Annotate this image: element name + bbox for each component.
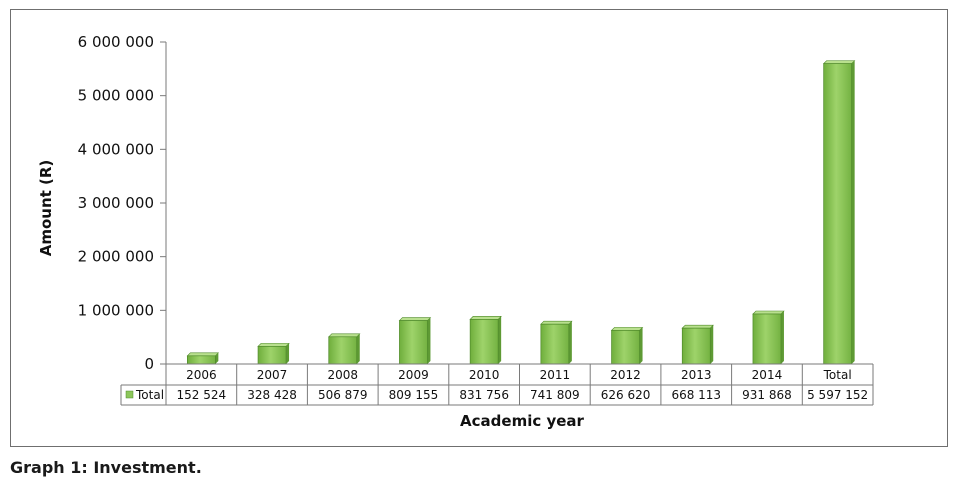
table-cell-value: 809 155 bbox=[389, 388, 439, 402]
table-cell-value: 506 879 bbox=[318, 388, 368, 402]
x-tick-label: 2011 bbox=[540, 368, 571, 382]
bar-2007 bbox=[257, 346, 287, 365]
table-cell-value: 741 809 bbox=[530, 388, 580, 402]
y-axis: 0 1 000 000 2 000 000 3 000 000 4 000 000 5 0… bbox=[78, 33, 167, 373]
bar-top-2014 bbox=[752, 310, 785, 315]
x-tick-label: Total bbox=[823, 368, 852, 382]
table-cell-value: 5 597 152 bbox=[807, 388, 868, 402]
table-cell-value: 152 524 bbox=[177, 388, 227, 402]
bar-2009 bbox=[399, 320, 428, 365]
bar-2012 bbox=[611, 330, 640, 365]
bar-top-2012 bbox=[610, 327, 644, 331]
bar-side-2008 bbox=[356, 333, 360, 364]
x-tick-label: 2012 bbox=[610, 368, 641, 382]
bar-side-2009 bbox=[427, 317, 431, 364]
bar-side-2014 bbox=[780, 310, 784, 364]
bar-2011 bbox=[540, 323, 570, 365]
bar-top-2006 bbox=[186, 352, 220, 357]
bar-chart: 0 1 000 000 2 000 000 3 000 000 4 000 000 5 0… bbox=[37, 33, 874, 430]
bar-side-2006 bbox=[215, 352, 219, 364]
legend-key bbox=[125, 390, 134, 399]
y-tick-label: 2 000 000 bbox=[78, 248, 154, 266]
bar-Total bbox=[823, 63, 853, 365]
table-cell-value: 831 756 bbox=[459, 388, 509, 402]
x-tick-label: 2008 bbox=[327, 368, 358, 382]
bar-top-2007 bbox=[257, 343, 290, 347]
y-tick-label: 6 000 000 bbox=[78, 33, 154, 51]
bar-2013 bbox=[681, 327, 711, 365]
bar-side-2013 bbox=[710, 325, 714, 364]
x-tick-label: 2013 bbox=[681, 368, 712, 382]
bar-side-2010 bbox=[498, 316, 502, 364]
bar-2008 bbox=[328, 336, 358, 365]
bar-2014 bbox=[752, 313, 782, 365]
data-table: 2006 2007 2008 2009 2010 2011 2012 2013 2014 Tota… bbox=[120, 363, 874, 406]
y-tick-label: 5 000 000 bbox=[78, 87, 154, 105]
bar-side-Total bbox=[851, 60, 855, 365]
bars bbox=[186, 60, 856, 365]
x-tick-label: 2010 bbox=[469, 368, 500, 382]
y-tick-label: 4 000 000 bbox=[78, 140, 154, 158]
x-tick-label: 2014 bbox=[752, 368, 783, 382]
x-axis-title: Academic year bbox=[460, 412, 584, 430]
y-tick-label: 0 bbox=[144, 355, 154, 373]
bar-side-2012 bbox=[639, 327, 643, 364]
table-cell-value: 328 428 bbox=[247, 388, 297, 402]
bar-top-2011 bbox=[540, 320, 573, 325]
bar-2006 bbox=[187, 355, 216, 365]
figure-caption: Graph 1: Investment. bbox=[10, 458, 202, 477]
figure-frame: 0 1 000 000 2 000 000 3 000 000 4 000 000 5 0… bbox=[10, 9, 948, 447]
bar-top-2010 bbox=[469, 316, 502, 320]
table-cell-value: 626 620 bbox=[601, 388, 651, 402]
table-row-label: Total bbox=[135, 388, 164, 402]
table-cell-value: 668 113 bbox=[671, 388, 721, 402]
bar-side-2007 bbox=[286, 343, 290, 364]
x-tick-label: 2006 bbox=[186, 368, 217, 382]
x-tick-label: 2009 bbox=[398, 368, 429, 382]
x-tick-label: 2007 bbox=[257, 368, 288, 382]
y-axis-title: Amount (R) bbox=[37, 160, 55, 257]
bar-top-Total bbox=[822, 60, 856, 64]
bar-top-2009 bbox=[398, 317, 432, 321]
y-tick-label: 1 000 000 bbox=[78, 301, 154, 319]
bar-2010 bbox=[469, 319, 499, 365]
bar-top-2008 bbox=[328, 333, 361, 338]
bar-side-2011 bbox=[568, 321, 572, 364]
table-cell-value: 931 868 bbox=[742, 388, 792, 402]
bar-top-2013 bbox=[681, 324, 714, 329]
y-tick-label: 3 000 000 bbox=[78, 194, 154, 212]
